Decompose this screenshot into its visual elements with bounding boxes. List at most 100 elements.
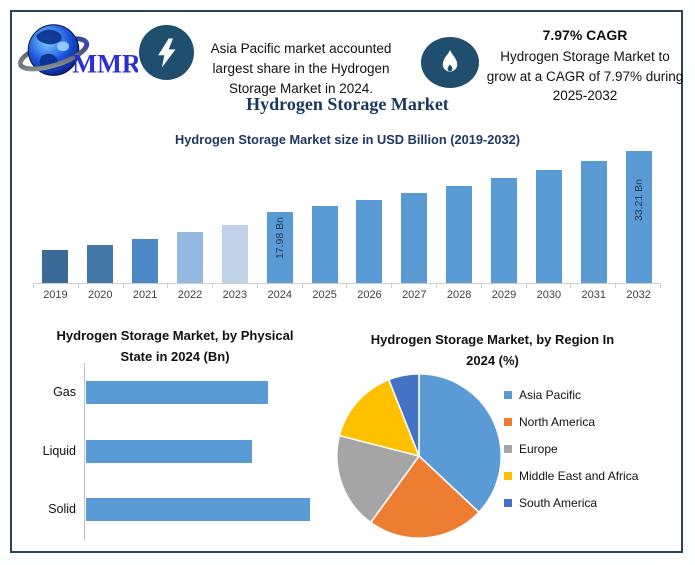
pie-slice-south-america [387,373,420,457]
bar-slot-2025 [302,151,347,283]
x-axis-tick [124,284,169,288]
hbar-label-liquid: Liquid [42,444,76,458]
legend-item-europe: Europe [504,441,638,457]
x-axis-label-2027: 2027 [402,289,427,301]
globe-swoosh-logo-icon: MMR [17,24,142,79]
region-pie-chart [336,373,502,539]
bar-2031 [580,161,607,283]
bar-2022 [177,232,203,283]
market-size-bar-chart: 17.98 Bn 33.21 Bn [33,151,661,283]
bar-data-label-2024: 17.98 Bn [273,217,286,260]
x-axis-tick [527,284,572,288]
x-axis-line [33,283,661,284]
pie-slice-europe [336,434,421,524]
lightning-icon [157,38,175,67]
mmr-logo: MMR [16,16,142,86]
bar-slot-2023 [212,151,257,283]
bar-2025 [311,206,338,283]
market-size-chart-title: Hydrogen Storage Market size in USD Bill… [175,132,520,147]
legend-item-asia-pacific: Asia Pacific [504,387,638,403]
hbar-gas [86,381,268,404]
x-axis-tick [33,284,79,288]
x-axis-tick [79,284,124,288]
page-title: Hydrogen Storage Market [246,94,449,114]
bar-slot-2024: 17.98 Bn [257,151,302,283]
bar-data-label-2032: 33.21 Bn [632,179,645,222]
bar-slot-2021 [123,151,168,283]
x-axis-tick [437,284,482,288]
legend-label: South America [519,496,598,510]
bar-2024: 17.98 Bn [266,212,293,283]
x-axis-tick [347,284,393,288]
x-axis-label-2023: 2023 [222,289,248,301]
bar-slot-2022 [168,151,213,283]
x-axis-label-2021: 2021 [132,289,158,301]
bar-2020 [87,245,114,283]
bar-2029 [491,178,518,283]
x-axis-tick [258,284,303,288]
cagr-text: Hydrogen Storage Market to grow at a CAG… [486,49,684,104]
x-axis-ticks [33,284,661,288]
legend-swatch [504,499,512,507]
bar-2027 [401,193,428,283]
bar-slot-2027 [392,151,437,283]
x-axis-label-2019: 2019 [43,289,68,301]
region-chart-title: Hydrogen Storage Market, by Region In 20… [370,332,615,369]
legend-label: Europe [519,442,558,456]
pie-slice-north-america [369,454,480,539]
x-axis-tick [213,284,258,288]
bar-slot-2019 [33,151,78,283]
cagr-title: 7.97% CAGR [542,27,628,43]
physical-state-chart-title: Hydrogen Storage Market, by Physical Sta… [56,328,294,365]
x-axis-tick [571,284,617,288]
x-axis-label-2024: 2024 [267,289,292,301]
bar-2028 [446,186,473,283]
bar-slot-2026 [347,151,392,283]
legend-label: Middle East and Africa [519,469,639,483]
hbar-label-gas: Gas [53,385,76,399]
physical-state-bar-chart [84,363,335,540]
bar-slot-2029 [482,151,527,283]
x-axis-label-2029: 2029 [491,289,517,301]
bar-slot-2031 [571,151,616,283]
x-axis-labels: 2019 2020 2021 2022 2023 2024 2025 2026 2027 2028… [33,289,661,301]
x-axis-label-2032: 2032 [626,289,651,301]
bar-slot-2028 [437,151,482,283]
x-axis-tick [303,284,348,288]
bar-2019 [42,250,69,283]
x-axis-tick [168,284,214,288]
legend-item-south-america: South America [504,495,638,511]
bar-2021 [132,239,159,283]
cagr-callout: 7.97% CAGR Hydrogen Storage Market to gr… [484,27,686,106]
legend-swatch [504,418,512,426]
x-axis-label-2026: 2026 [357,289,382,301]
hbar-label-solid: Solid [48,502,76,516]
lightning-badge [139,25,194,80]
bar-slot-2032: 33.21 Bn [616,151,661,283]
legend-label: North America [519,415,596,429]
bar-2032: 33.21 Bn [625,151,652,283]
bar-slot-2030 [526,151,571,283]
pie-slice-asia-pacific [418,373,502,514]
x-axis-label-2028: 2028 [446,289,472,301]
hbar-solid [86,498,310,521]
bar-2026 [356,200,383,283]
bar-2030 [535,170,562,283]
x-axis-tick [616,284,661,288]
region-pie-legend: Asia Pacific North America Europe Middle Ea… [504,387,638,522]
bar-2023 [221,225,248,283]
highlight-text: Asia Pacific market accounted largest sh… [210,40,392,97]
bar-slot-2020 [78,151,123,283]
hbar-liquid [86,440,252,463]
x-axis-label-2031: 2031 [581,289,606,301]
legend-label: Asia Pacific [519,388,582,402]
legend-swatch [504,391,512,399]
flame-badge [421,37,479,88]
flame-icon [442,49,458,72]
x-axis-tick [392,284,438,288]
legend-item-middle-east-and-africa: Middle East and Africa [504,468,638,484]
x-axis-tick [482,284,527,288]
legend-item-north-america: North America [504,414,638,430]
x-axis-label-2022: 2022 [177,289,203,301]
